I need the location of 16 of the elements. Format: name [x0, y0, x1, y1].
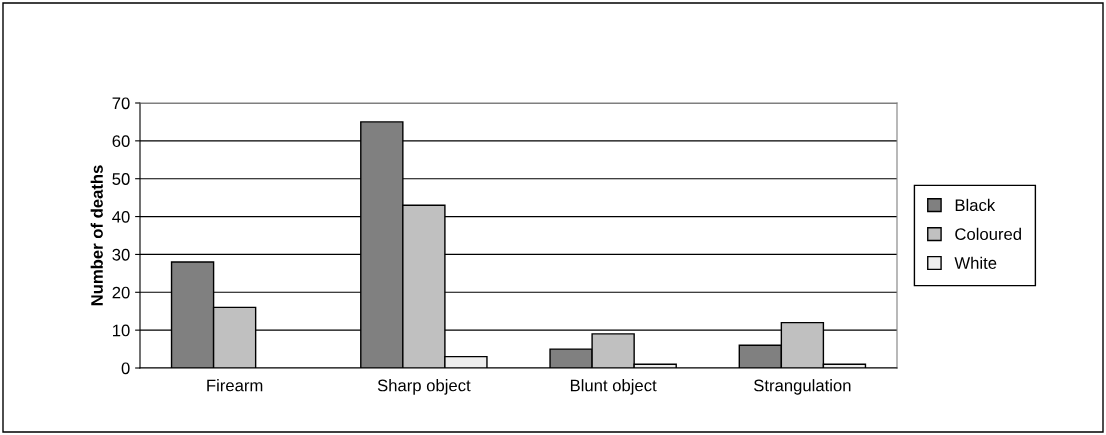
y-tick-label: 40	[112, 210, 130, 223]
x-tick-label: Blunt object	[570, 379, 657, 395]
y-tick-label: 10	[113, 324, 130, 337]
y-tick-label: 70	[112, 97, 130, 110]
legend-label: White	[954, 256, 997, 269]
x-tick-label: Firearm	[207, 379, 263, 392]
y-tick-label: 30	[112, 248, 130, 261]
legend-label: Coloured	[955, 227, 1021, 241]
x-tick-label: Sharp object	[377, 379, 471, 395]
y-axis-title: Number of deaths	[90, 165, 103, 306]
y-tick-label: 20	[112, 286, 130, 299]
y-tick-label: 50	[112, 173, 130, 185]
y-tick-label: 60	[112, 135, 130, 148]
legend-label: Black	[955, 198, 996, 212]
y-tick-label: 0	[121, 362, 130, 375]
x-tick-label: Strangulation	[754, 379, 851, 395]
